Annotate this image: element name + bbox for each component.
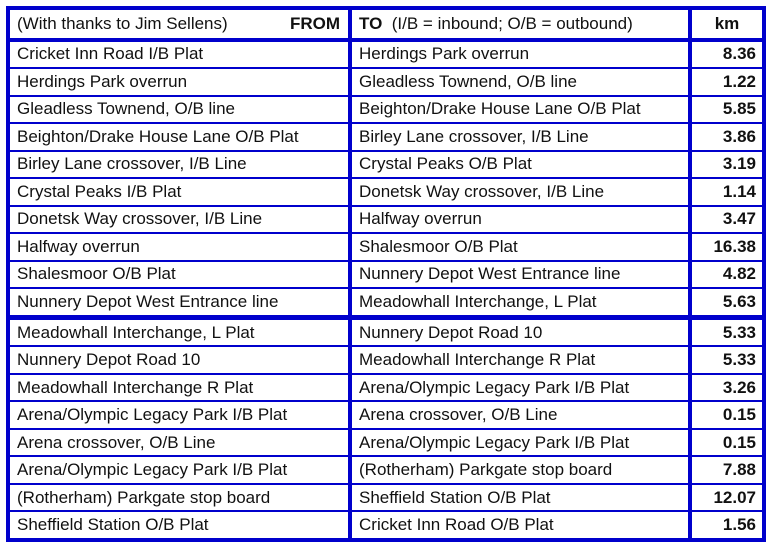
km-cell: 3.19	[688, 150, 762, 180]
table-row: Nunnery Depot West Entrance line Meadowha…	[10, 288, 762, 320]
km-cell: 1.22	[688, 68, 762, 97]
to-cell: Herdings Park overrun	[348, 39, 692, 70]
from-cell: Nunnery Depot Road 10	[10, 346, 352, 375]
table-row: Cricket Inn Road I/B Plat Herdings Park o…	[10, 39, 762, 70]
table-row: Crystal Peaks I/B Plat Donetsk Way crosso…	[10, 178, 762, 207]
from-cell: Crystal Peaks I/B Plat	[10, 178, 352, 207]
to-cell: Arena/Olympic Legacy Park I/B Plat	[348, 373, 692, 403]
km-cell: 5.85	[688, 95, 762, 125]
table-row: Halfway overrun Shalesmoor O/B Plat 16.38	[10, 233, 762, 262]
from-cell: Donetsk Way crossover, I/B Line	[10, 205, 352, 235]
table-row: Arena/Olympic Legacy Park I/B Plat (Rothe…	[10, 456, 762, 485]
km-cell: 4.82	[688, 260, 762, 290]
from-cell: Nunnery Depot West Entrance line	[10, 288, 352, 320]
km-cell: 5.63	[688, 288, 762, 320]
km-cell: 3.47	[688, 205, 762, 235]
from-cell: (Rotherham) Parkgate stop board	[10, 483, 352, 513]
to-cell: Gleadless Townend, O/B line	[348, 68, 692, 97]
km-cell: 0.15	[688, 428, 762, 458]
from-cell: Herdings Park overrun	[10, 68, 352, 97]
from-cell: Meadowhall Interchange, L Plat	[10, 317, 352, 348]
to-cell: Arena crossover, O/B Line	[348, 401, 692, 430]
table-row: Meadowhall Interchange, L Plat Nunnery De…	[10, 317, 762, 348]
to-cell: Nunnery Depot Road 10	[348, 317, 692, 348]
from-cell: Meadowhall Interchange R Plat	[10, 373, 352, 403]
to-cell: Donetsk Way crossover, I/B Line	[348, 178, 692, 207]
from-cell: Gleadless Townend, O/B line	[10, 95, 352, 125]
to-note: (I/B = inbound; O/B = outbound)	[391, 13, 633, 33]
table-row: Donetsk Way crossover, I/B Line Halfway o…	[10, 205, 762, 235]
to-cell: Meadowhall Interchange, L Plat	[348, 288, 692, 320]
table-row: Arena crossover, O/B Line Arena/Olympic L…	[10, 428, 762, 458]
from-cell: Beighton/Drake House Lane O/B Plat	[10, 123, 352, 152]
from-cell: Arena/Olympic Legacy Park I/B Plat	[10, 456, 352, 485]
table-row: Gleadless Townend, O/B line Beighton/Drak…	[10, 95, 762, 125]
to-cell: Shalesmoor O/B Plat	[348, 233, 692, 262]
distance-table: (With thanks to Jim Sellens) FROM TO (I/B…	[10, 10, 762, 538]
to-cell: Sheffield Station O/B Plat	[348, 483, 692, 513]
to-cell: (Rotherham) Parkgate stop board	[348, 456, 692, 485]
km-cell: 1.56	[688, 511, 762, 538]
km-cell: 7.88	[688, 456, 762, 485]
to-cell: Meadowhall Interchange R Plat	[348, 346, 692, 375]
distance-table-frame: (With thanks to Jim Sellens) FROM TO (I/B…	[6, 6, 766, 542]
to-label: TO	[359, 13, 383, 33]
table-row: Shalesmoor O/B Plat Nunnery Depot West En…	[10, 260, 762, 290]
table-row: Birley Lane crossover, I/B Line Crystal P…	[10, 150, 762, 180]
from-cell: Shalesmoor O/B Plat	[10, 260, 352, 290]
km-cell: 3.86	[688, 123, 762, 152]
to-cell: Nunnery Depot West Entrance line	[348, 260, 692, 290]
km-cell: 3.26	[688, 373, 762, 403]
from-header: (With thanks to Jim Sellens) FROM	[10, 10, 352, 42]
km-cell: 1.14	[688, 178, 762, 207]
km-cell: 8.36	[688, 39, 762, 70]
to-cell: Halfway overrun	[348, 205, 692, 235]
credit-text: (With thanks to Jim Sellens)	[17, 13, 228, 33]
to-cell: Cricket Inn Road O/B Plat	[348, 511, 692, 538]
km-header: km	[688, 10, 762, 42]
table-row: Beighton/Drake House Lane O/B Plat Birley…	[10, 123, 762, 152]
table-row: Sheffield Station O/B Plat Cricket Inn Ro…	[10, 511, 762, 538]
km-cell: 16.38	[688, 233, 762, 262]
to-cell: Crystal Peaks O/B Plat	[348, 150, 692, 180]
from-cell: Sheffield Station O/B Plat	[10, 511, 352, 538]
km-cell: 5.33	[688, 346, 762, 375]
from-cell: Halfway overrun	[10, 233, 352, 262]
km-cell: 0.15	[688, 401, 762, 430]
to-header: TO (I/B = inbound; O/B = outbound)	[348, 10, 692, 42]
table-row: (Rotherham) Parkgate stop board Sheffield…	[10, 483, 762, 513]
to-cell: Arena/Olympic Legacy Park I/B Plat	[348, 428, 692, 458]
table-row: Meadowhall Interchange R Plat Arena/Olymp…	[10, 373, 762, 403]
table-row: Herdings Park overrun Gleadless Townend, …	[10, 68, 762, 97]
table-row: Nunnery Depot Road 10 Meadowhall Intercha…	[10, 346, 762, 375]
from-cell: Birley Lane crossover, I/B Line	[10, 150, 352, 180]
header-row: (With thanks to Jim Sellens) FROM TO (I/B…	[10, 10, 762, 42]
to-cell: Beighton/Drake House Lane O/B Plat	[348, 95, 692, 125]
from-label: FROM	[289, 13, 340, 33]
from-cell: Arena crossover, O/B Line	[10, 428, 352, 458]
km-cell: 5.33	[688, 317, 762, 348]
table-row: Arena/Olympic Legacy Park I/B Plat Arena …	[10, 401, 762, 430]
from-cell: Arena/Olympic Legacy Park I/B Plat	[10, 401, 352, 430]
from-cell: Cricket Inn Road I/B Plat	[10, 39, 352, 70]
km-cell: 12.07	[688, 483, 762, 513]
to-cell: Birley Lane crossover, I/B Line	[348, 123, 692, 152]
